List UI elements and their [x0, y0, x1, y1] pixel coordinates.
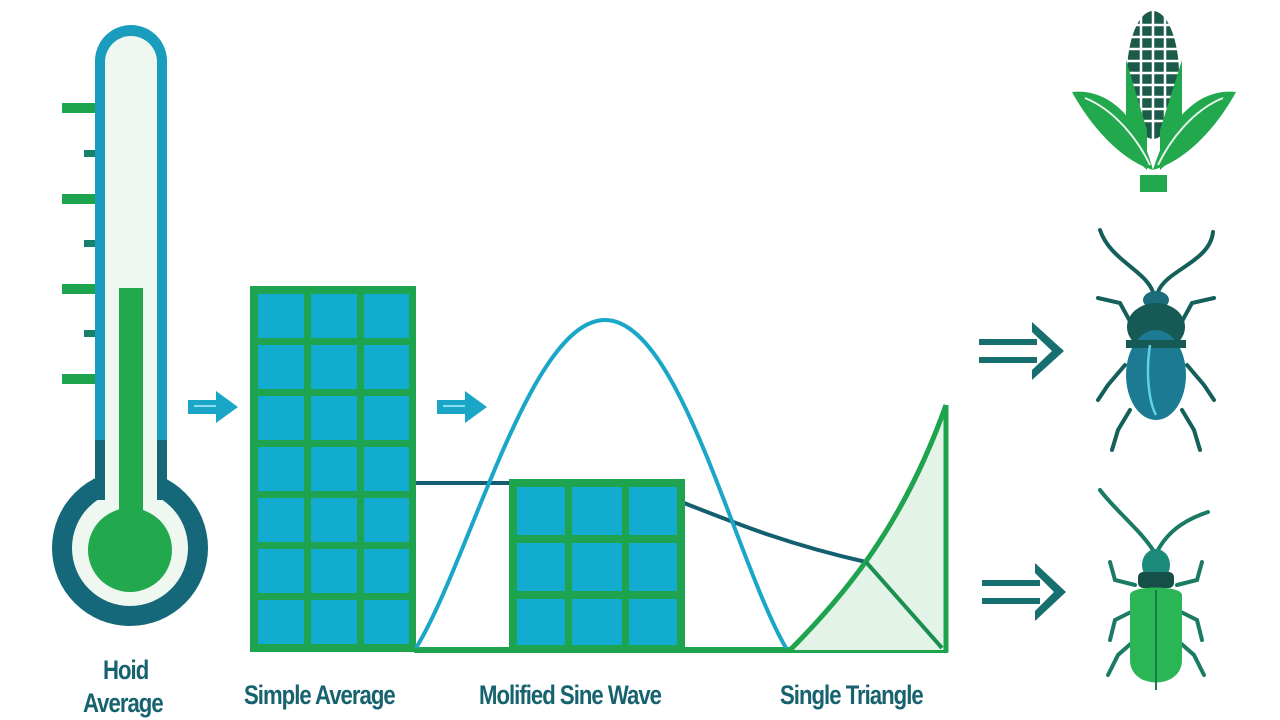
- thermometer-icon: [52, 25, 208, 626]
- single-triangle-label: Single Triangle: [780, 680, 924, 710]
- modified-sine-wave-label: Molified Sine Wave: [479, 680, 662, 710]
- modified-sine-grid: [509, 479, 685, 652]
- thermometer-label-line2: Average: [83, 688, 164, 718]
- sine-wave-curve: [414, 317, 788, 650]
- thermometer-ticks: [62, 103, 96, 384]
- arrow-right-icon: [437, 391, 487, 423]
- temperature-curve: [416, 481, 867, 564]
- corn-icon: [1072, 8, 1236, 192]
- double-arrow-right-icon: [982, 563, 1066, 621]
- beetle-icon: [1096, 228, 1216, 452]
- simple-average-label: Simple Average: [244, 680, 396, 710]
- simple-average-grid: [250, 286, 416, 652]
- thermometer-label-line1: Hoid: [103, 655, 149, 685]
- beetle-icon: [1098, 488, 1210, 690]
- arrow-right-icon: [188, 391, 238, 423]
- double-arrow-right-icon: [979, 322, 1064, 380]
- single-triangle-shape: [788, 404, 949, 652]
